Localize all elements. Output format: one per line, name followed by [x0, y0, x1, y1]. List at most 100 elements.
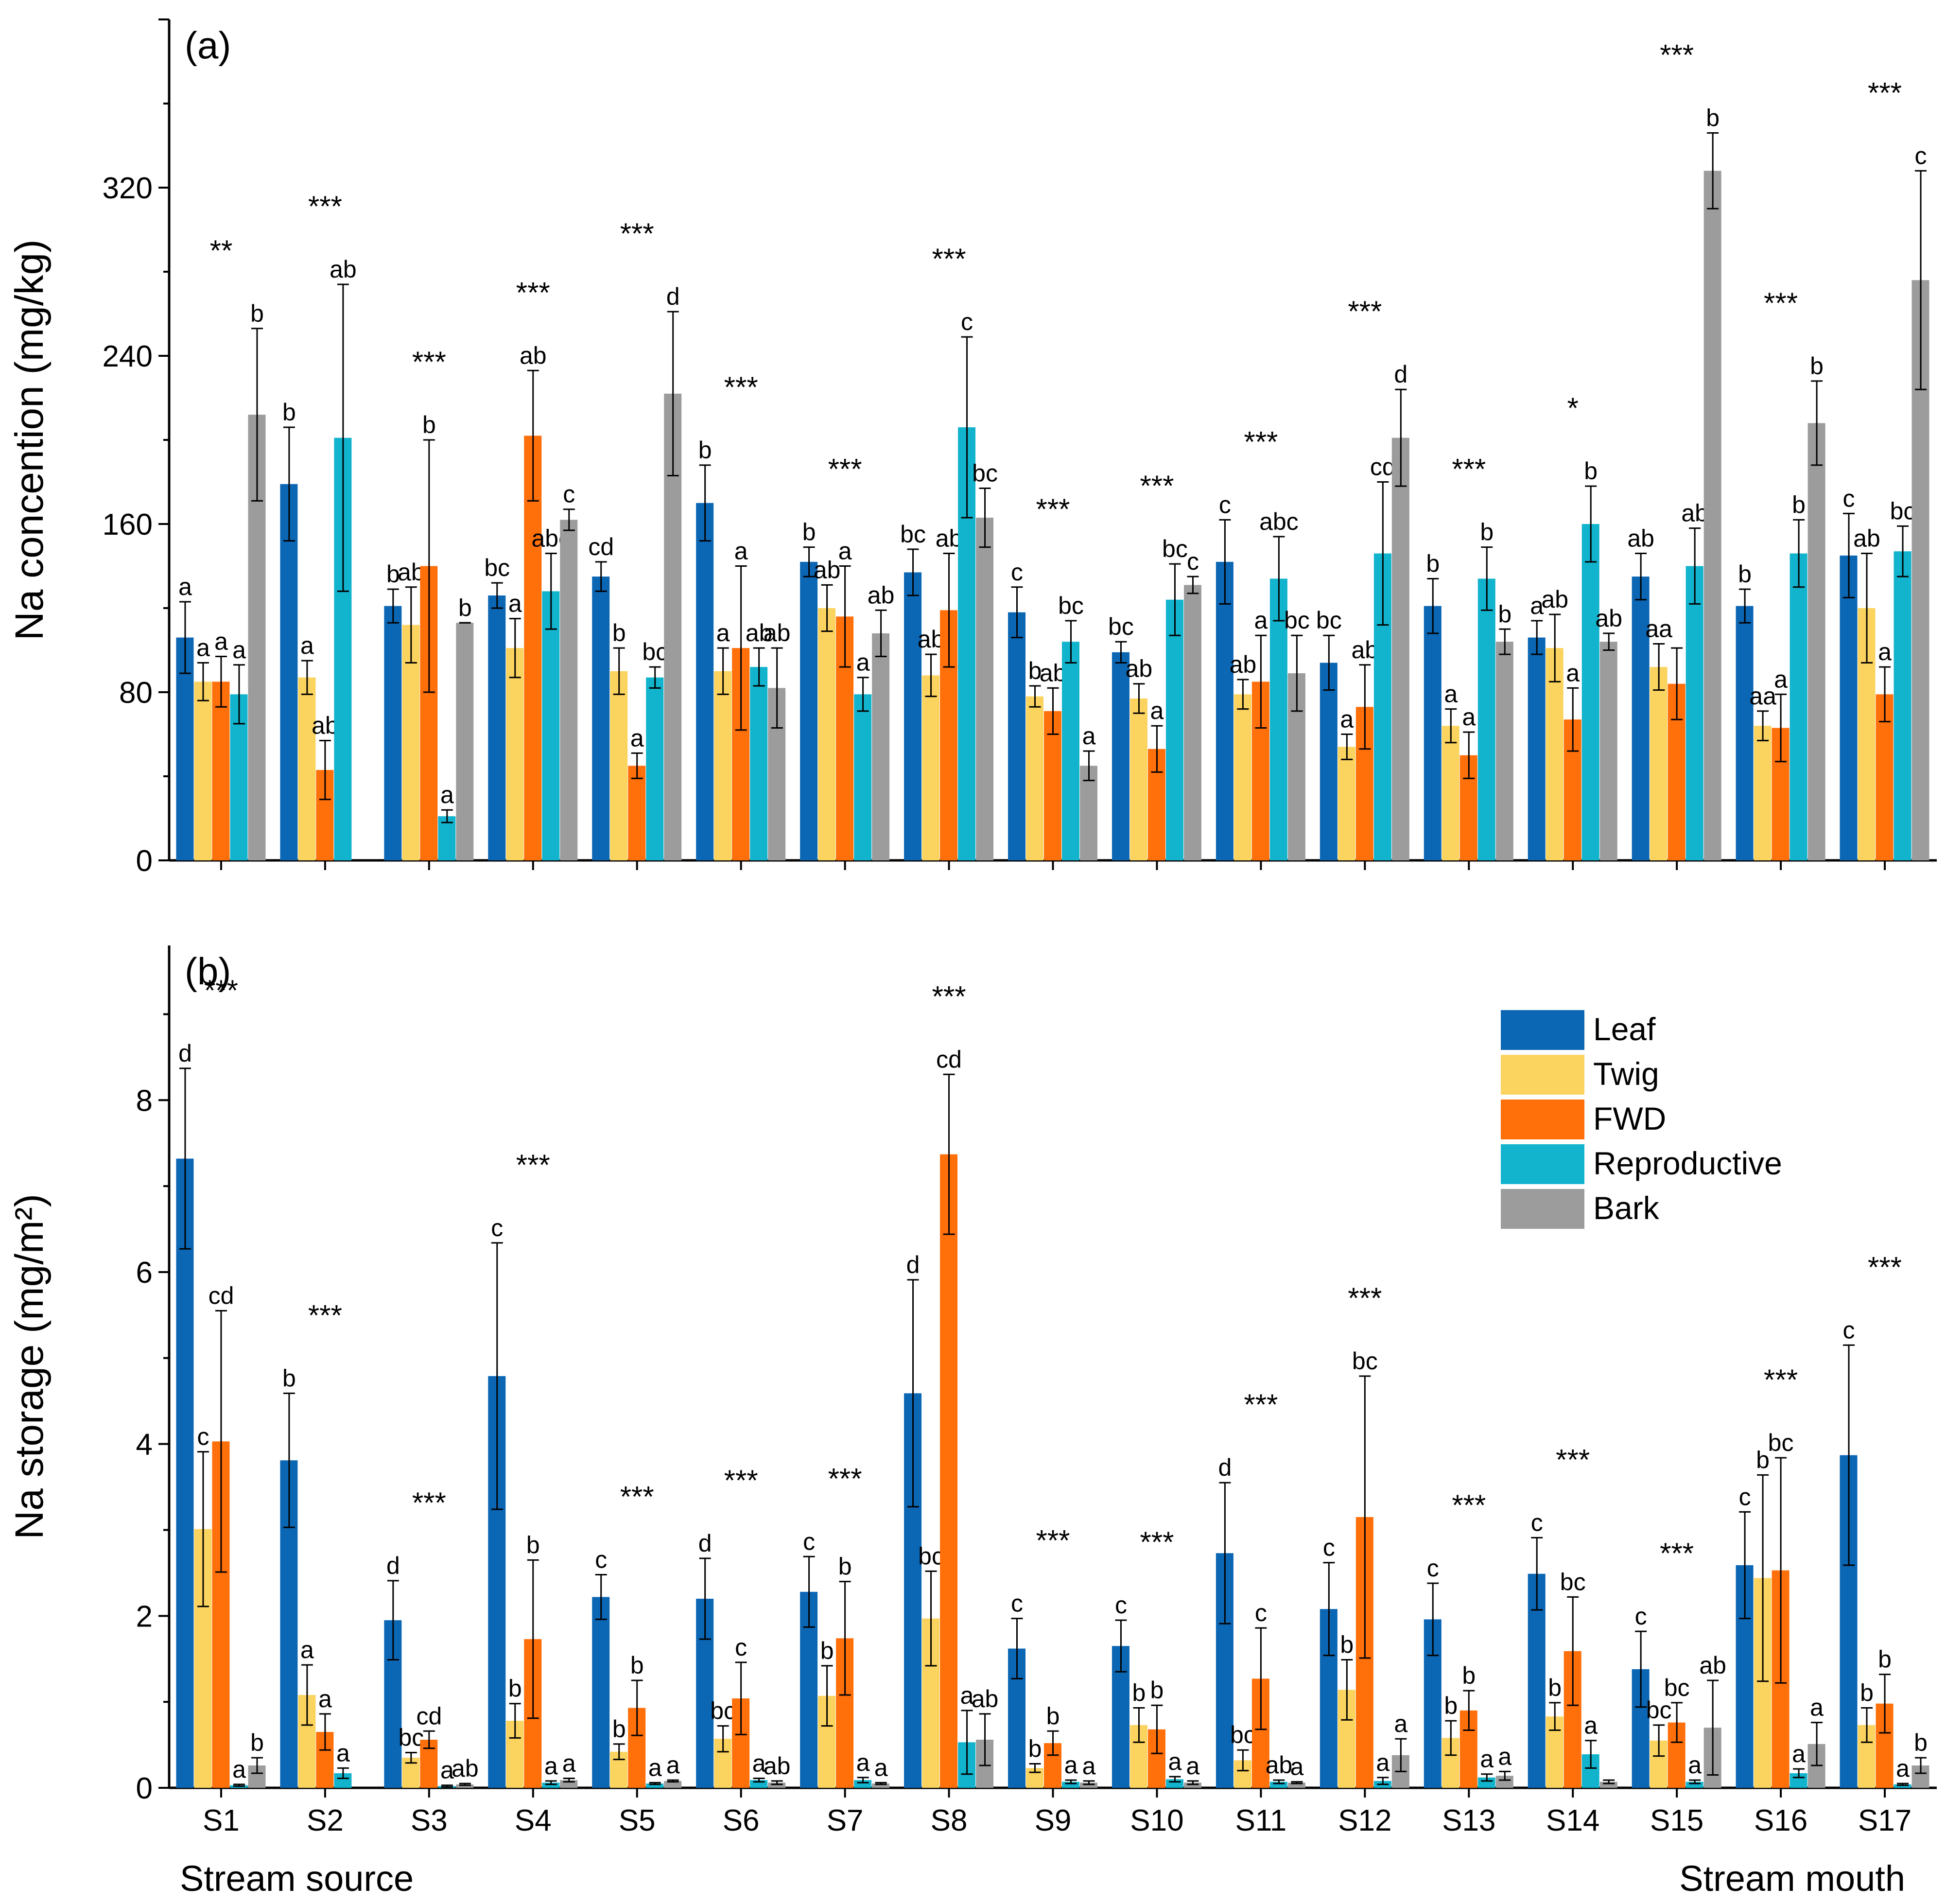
significance-letter: c — [1323, 1534, 1335, 1561]
significance-letter: b — [1706, 105, 1720, 132]
significance-letter: a — [1376, 1749, 1390, 1776]
significance-letter: a — [1254, 607, 1268, 634]
significance-stars: *** — [1764, 287, 1798, 319]
significance-letter: abc — [1259, 508, 1299, 535]
x-tick-label: S3 — [411, 1804, 448, 1837]
bar-bark — [456, 1784, 474, 1788]
significance-letter: b — [698, 437, 712, 464]
significance-letter: cd — [936, 1046, 962, 1073]
significance-letter: b — [1480, 519, 1494, 546]
significance-letter: a — [856, 1749, 870, 1776]
bar-reproductive — [1269, 578, 1287, 860]
significance-stars: *** — [516, 276, 550, 309]
significance-stars: *** — [1452, 453, 1486, 486]
bar-reproductive — [646, 1783, 664, 1788]
bar-twig — [714, 671, 732, 860]
bar-reproductive — [1477, 1777, 1495, 1788]
significance-letter: bc — [710, 1697, 736, 1725]
bar-leaf — [1216, 561, 1234, 860]
bar-twig — [1338, 747, 1355, 860]
significance-letter: a — [1566, 659, 1580, 686]
significance-letter: b — [1860, 1679, 1874, 1707]
y-tick-label: 80 — [119, 676, 153, 710]
bar-bark — [1183, 585, 1201, 860]
significance-letter: c — [563, 481, 575, 508]
significance-letter: c — [1115, 1591, 1127, 1619]
x-tick-label: S6 — [723, 1804, 760, 1837]
bar-twig — [1546, 648, 1564, 860]
significance-letter: ab — [1230, 651, 1257, 678]
significance-letter: a — [318, 1685, 332, 1712]
significance-letter: a — [336, 1739, 350, 1766]
significance-stars: *** — [724, 1464, 758, 1497]
significance-letter: b — [1046, 1702, 1060, 1729]
significance-letter: c — [1011, 1590, 1023, 1617]
significance-letter: a — [196, 634, 210, 661]
significance-letter: a — [716, 619, 730, 646]
bar-bark — [560, 520, 578, 860]
significance-letter: a — [648, 1754, 662, 1781]
significance-stars: *** — [1348, 1282, 1382, 1314]
bar-leaf — [176, 1158, 194, 1788]
legend-label-twig: Twig — [1593, 1056, 1659, 1092]
significance-letter: c — [1739, 1483, 1751, 1510]
significance-letter: b — [838, 1553, 852, 1580]
significance-letter: a — [1878, 638, 1892, 665]
significance-letter: a — [630, 724, 644, 751]
significance-letter: a — [1082, 722, 1096, 750]
bar-twig — [610, 671, 628, 860]
significance-letter: c — [1843, 485, 1855, 512]
bar-leaf — [696, 503, 714, 860]
significance-letter: d — [1218, 1454, 1232, 1481]
bar-leaf — [1112, 652, 1129, 860]
significance-letter: a — [1810, 1694, 1824, 1721]
legend-swatch-bark — [1501, 1189, 1584, 1229]
bar-bark — [1807, 423, 1825, 860]
y-tick-label: 0 — [136, 844, 153, 878]
significance-letter: ab — [746, 619, 773, 646]
significance-letter: a — [874, 1754, 888, 1781]
significance-stars: *** — [620, 217, 654, 250]
significance-letter: bc — [484, 554, 510, 581]
bar-leaf — [1736, 606, 1754, 860]
bar-leaf — [1320, 663, 1338, 860]
significance-letter: ab — [1595, 605, 1622, 632]
significance-letter: b — [250, 1729, 264, 1756]
significance-letter: bc — [642, 638, 668, 665]
significance-letter: bc — [1646, 1696, 1672, 1724]
significance-letter: b — [1756, 1446, 1770, 1473]
bar-reproductive — [542, 591, 560, 860]
significance-letter: c — [1531, 1509, 1543, 1536]
bar-reproductive — [438, 816, 456, 860]
significance-stars: *** — [412, 346, 446, 378]
y-tick-label: 240 — [103, 340, 153, 373]
significance-letter: b — [612, 619, 626, 646]
bar-twig — [922, 675, 940, 860]
significance-letter: a — [1150, 697, 1164, 724]
bar-reproductive — [854, 694, 872, 860]
x-tick-label: S11 — [1235, 1804, 1287, 1837]
significance-letter: ab — [1126, 655, 1153, 682]
significance-letter: c — [197, 1423, 209, 1450]
significance-letter: bc — [1108, 613, 1134, 640]
significance-letter: ab — [520, 342, 547, 369]
significance-stars: *** — [1036, 1524, 1070, 1557]
significance-stars: *** — [932, 980, 966, 1013]
x-tick-label: S1 — [203, 1804, 240, 1837]
bar-reproductive — [1894, 551, 1911, 860]
significance-letter: c — [1011, 559, 1023, 586]
significance-letter: a — [1340, 706, 1354, 733]
significance-letter: d — [178, 1040, 192, 1067]
significance-letter: b — [1498, 600, 1512, 628]
significance-letter: b — [630, 1652, 644, 1679]
bar-leaf — [280, 484, 298, 860]
footer-stream-mouth: Stream mouth — [1679, 1858, 1905, 1899]
bar-bark — [1599, 642, 1617, 860]
significance-letter: a — [1444, 681, 1458, 708]
significance-letter: bc — [1560, 1568, 1586, 1595]
significance-letter: a — [1082, 1752, 1096, 1780]
y-tick-label: 4 — [136, 1428, 153, 1462]
bar-twig — [194, 681, 212, 860]
significance-stars: *** — [1764, 1363, 1798, 1396]
